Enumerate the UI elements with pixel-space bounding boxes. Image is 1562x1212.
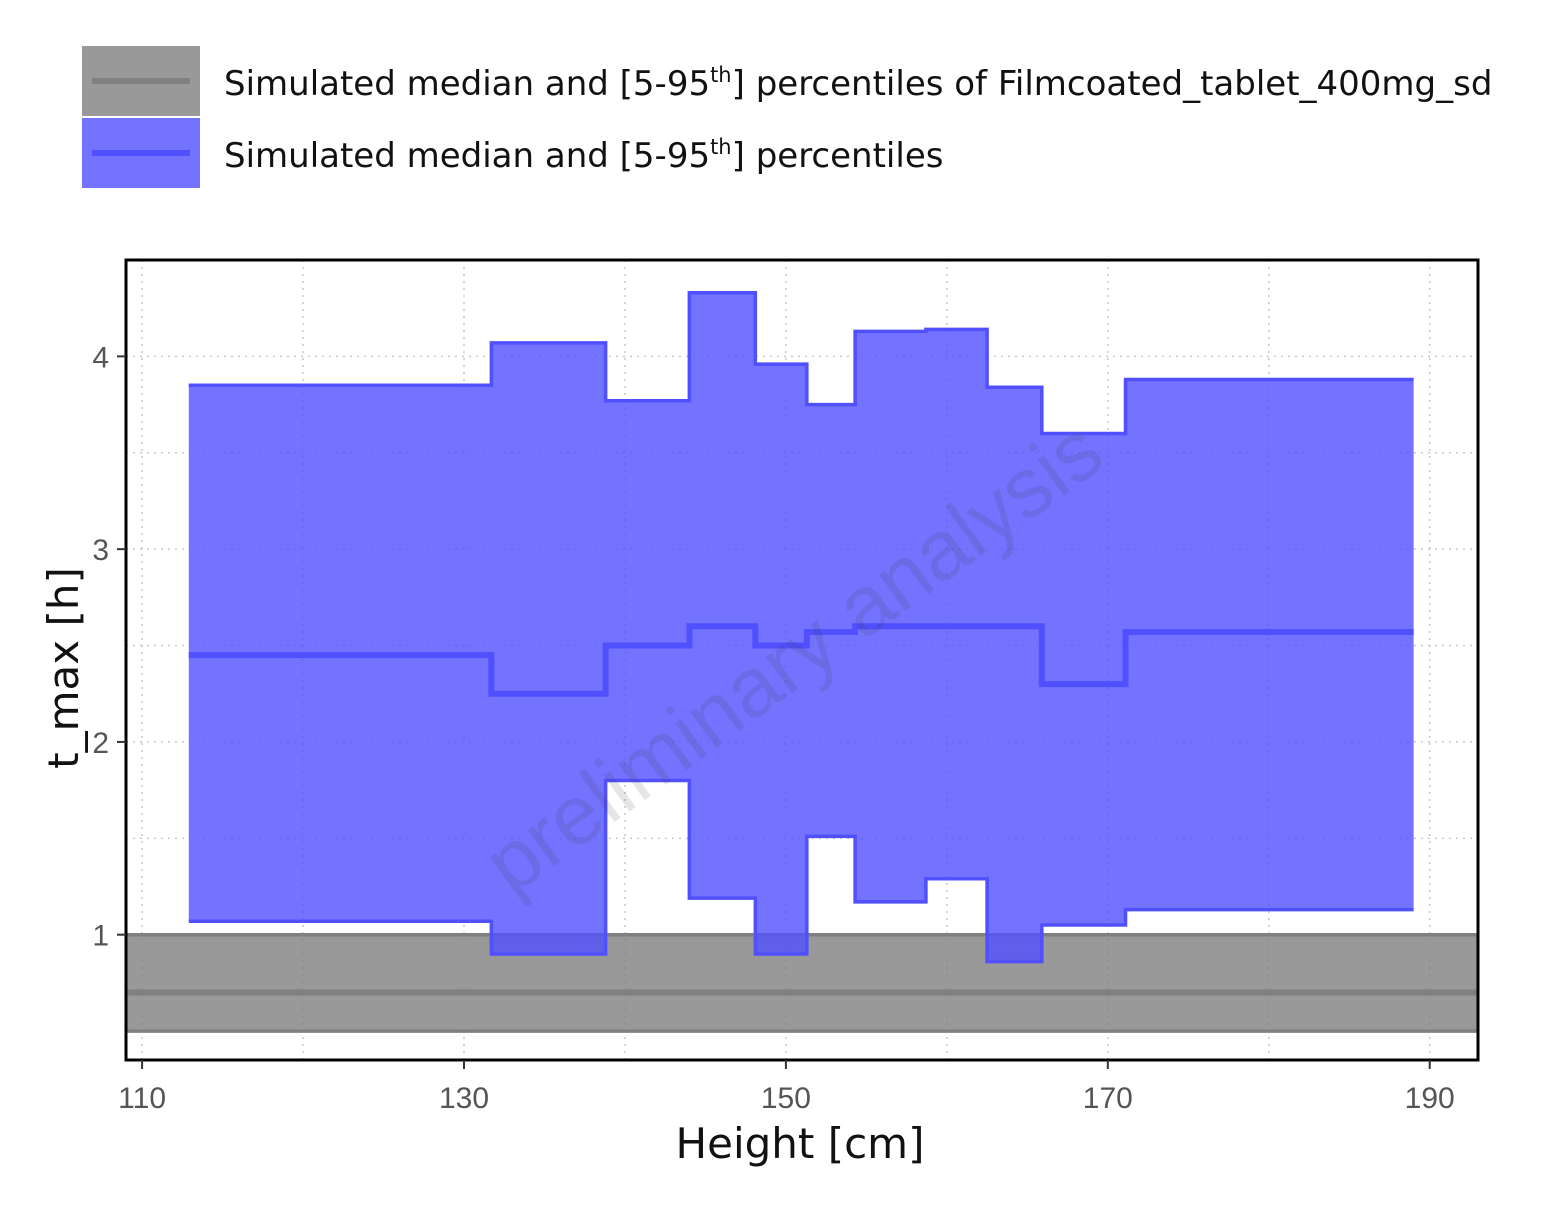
y-axis-title: t_max [h] (39, 567, 88, 769)
y-tick-label: 3 (92, 534, 109, 567)
x-tick-label: 150 (761, 1082, 811, 1115)
y-tick-label: 4 (92, 341, 109, 374)
axis-ticks: 110 130 150 170 190 1 2 3 4 (92, 341, 1454, 1115)
y-tick-label: 2 (92, 727, 109, 760)
y-tick-label: 1 (92, 920, 109, 953)
x-tick-label: 130 (439, 1082, 489, 1115)
legend-label-reference: Simulated median and [5-95th] percentile… (224, 63, 1492, 104)
simulated-series (188, 291, 1414, 964)
x-axis-title: Height [cm] (676, 1119, 925, 1168)
x-tick-label: 110 (118, 1082, 166, 1115)
simulated-p5-line (188, 778, 1414, 964)
legend-item-simulated: Simulated median and [5-95th] percentile… (82, 118, 943, 188)
legend-label-simulated: Simulated median and [5-95th] percentile… (224, 135, 943, 176)
simulated-median-line (188, 623, 1414, 697)
simulated-band (188, 292, 1414, 962)
legend: Simulated median and [5-95th] percentile… (82, 46, 1492, 188)
legend-item-reference: Simulated median and [5-95th] percentile… (82, 46, 1492, 116)
plot-border (124, 258, 1480, 1062)
x-tick-label: 170 (1083, 1082, 1133, 1115)
simulated-p95-line (188, 291, 1414, 436)
x-tick-label: 190 (1405, 1082, 1455, 1115)
